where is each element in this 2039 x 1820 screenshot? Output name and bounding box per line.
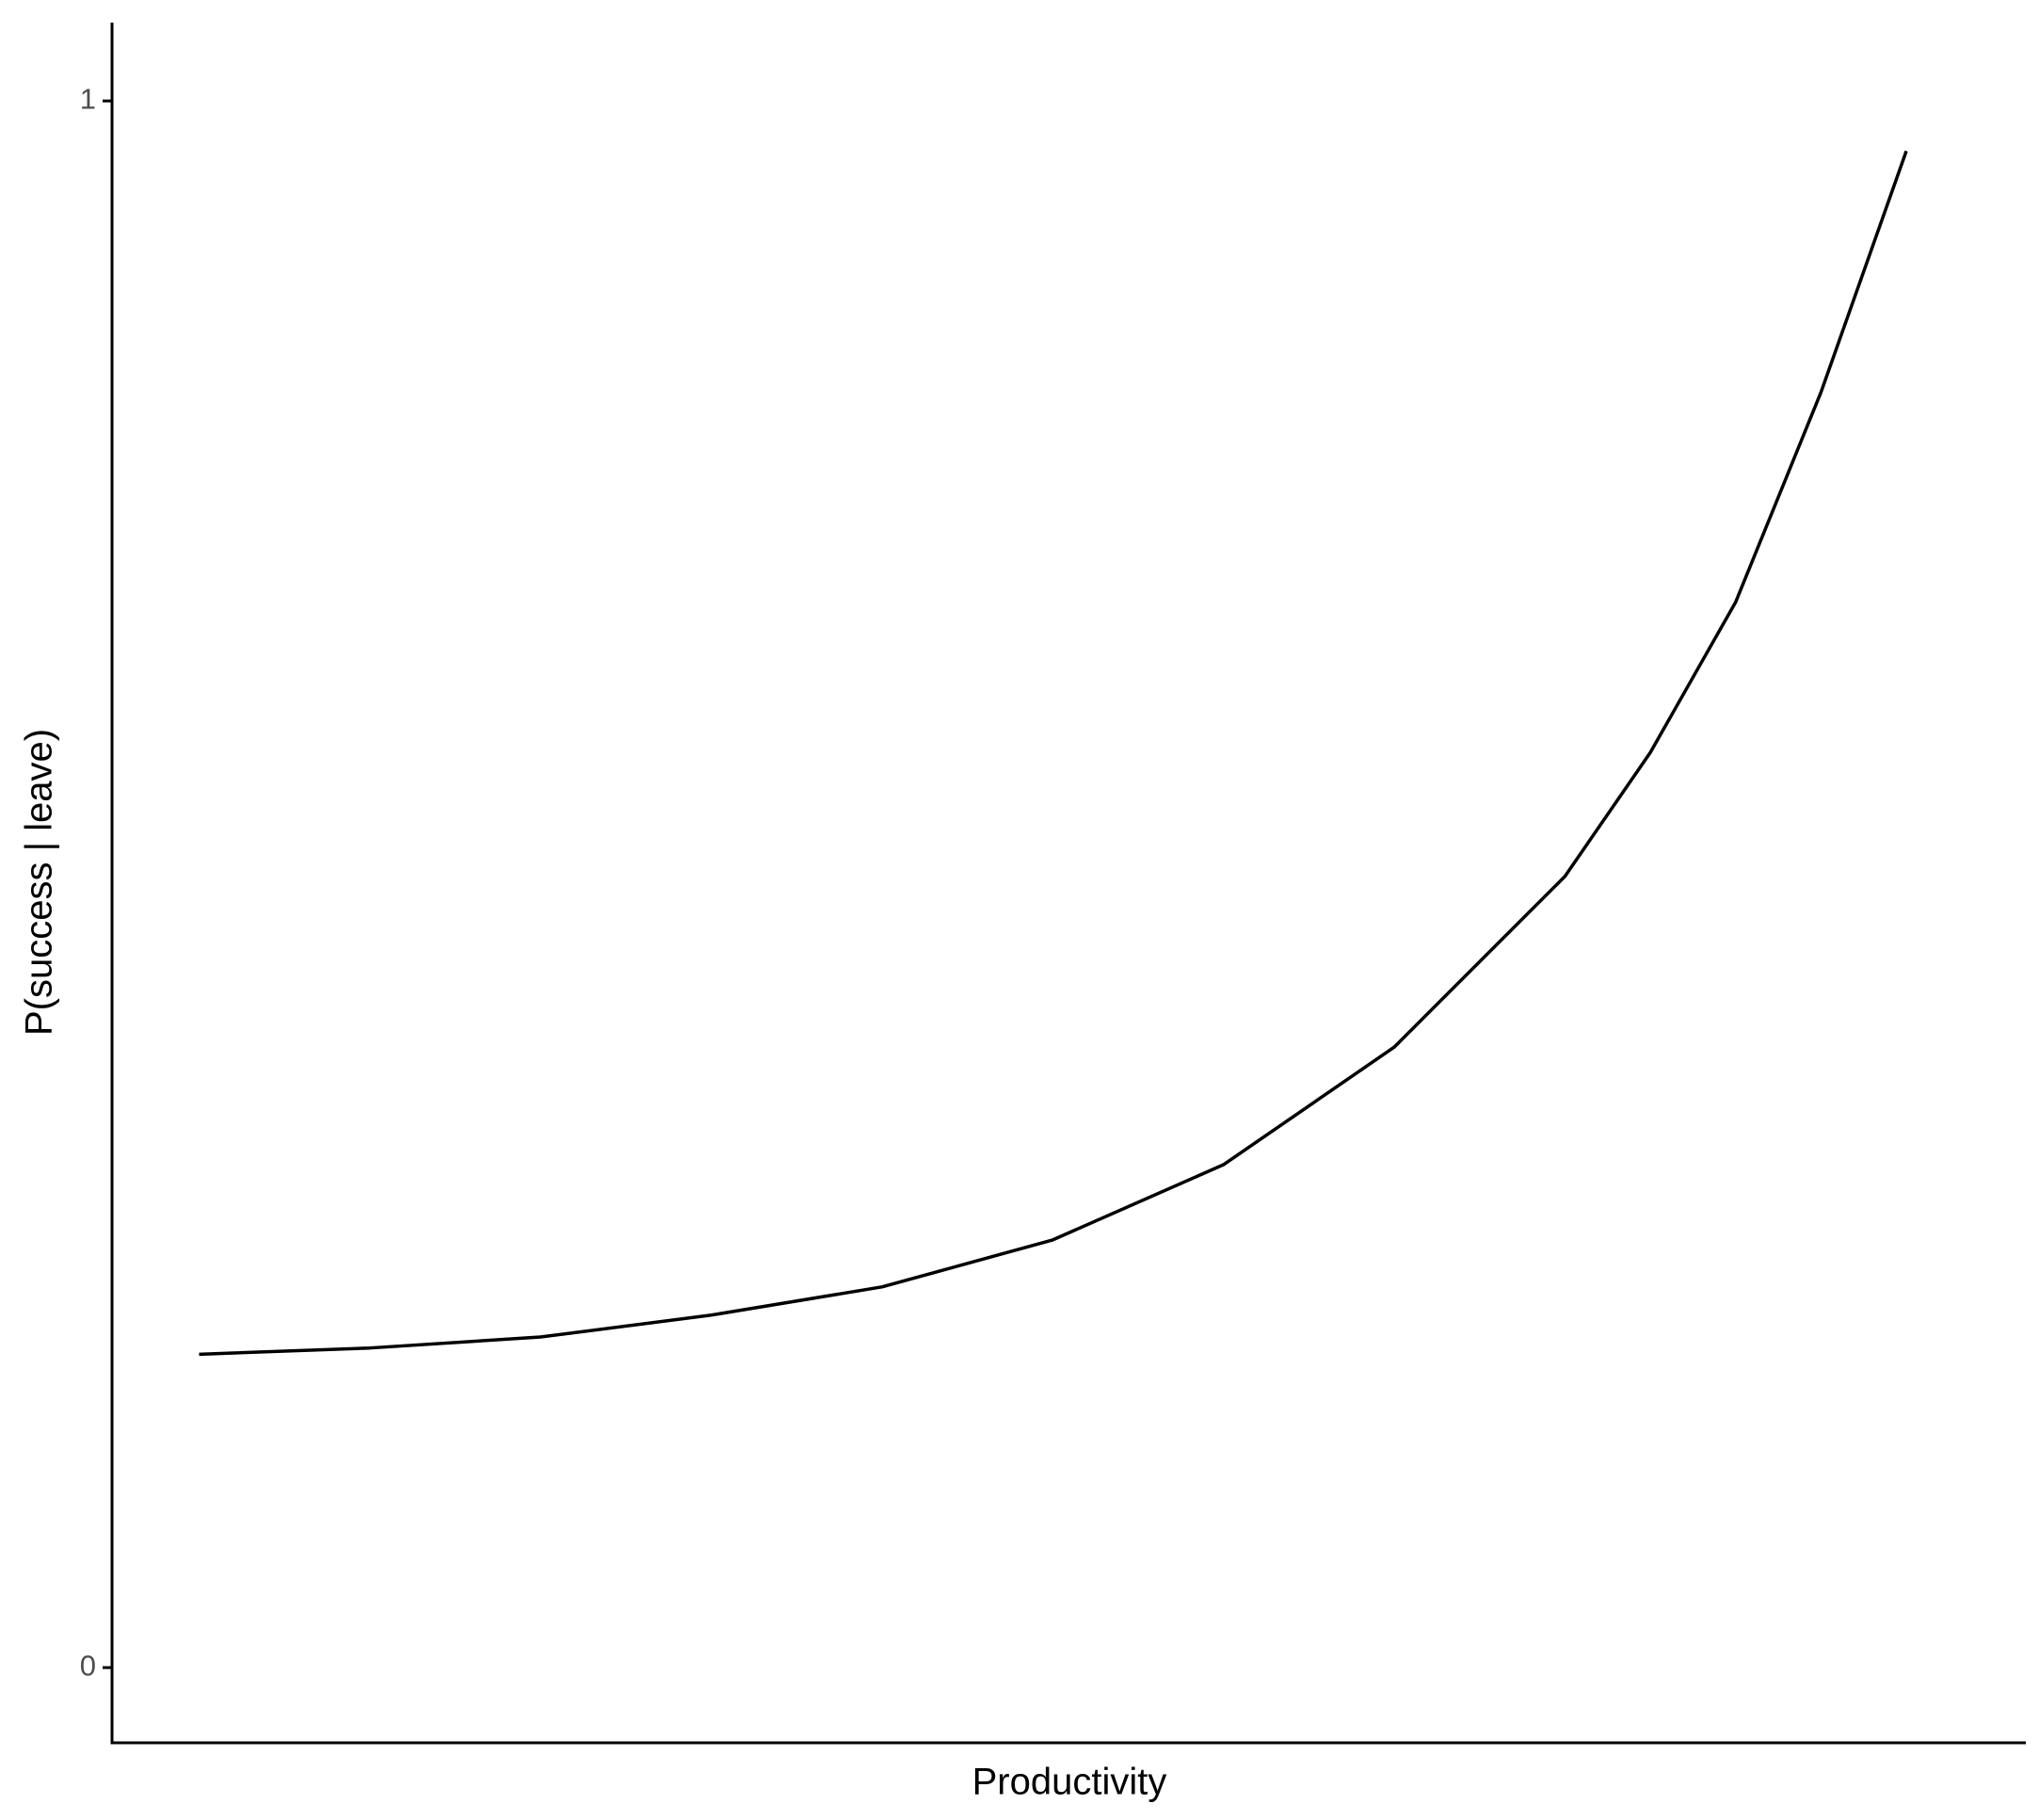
y-tick-label: 0 [80,1649,96,1682]
line [199,150,1908,1357]
x-axis-title: Productivity [972,1762,1167,1803]
y-tick-label: 1 [80,82,96,115]
y-axis-title: P(success | leave) [19,729,60,1036]
